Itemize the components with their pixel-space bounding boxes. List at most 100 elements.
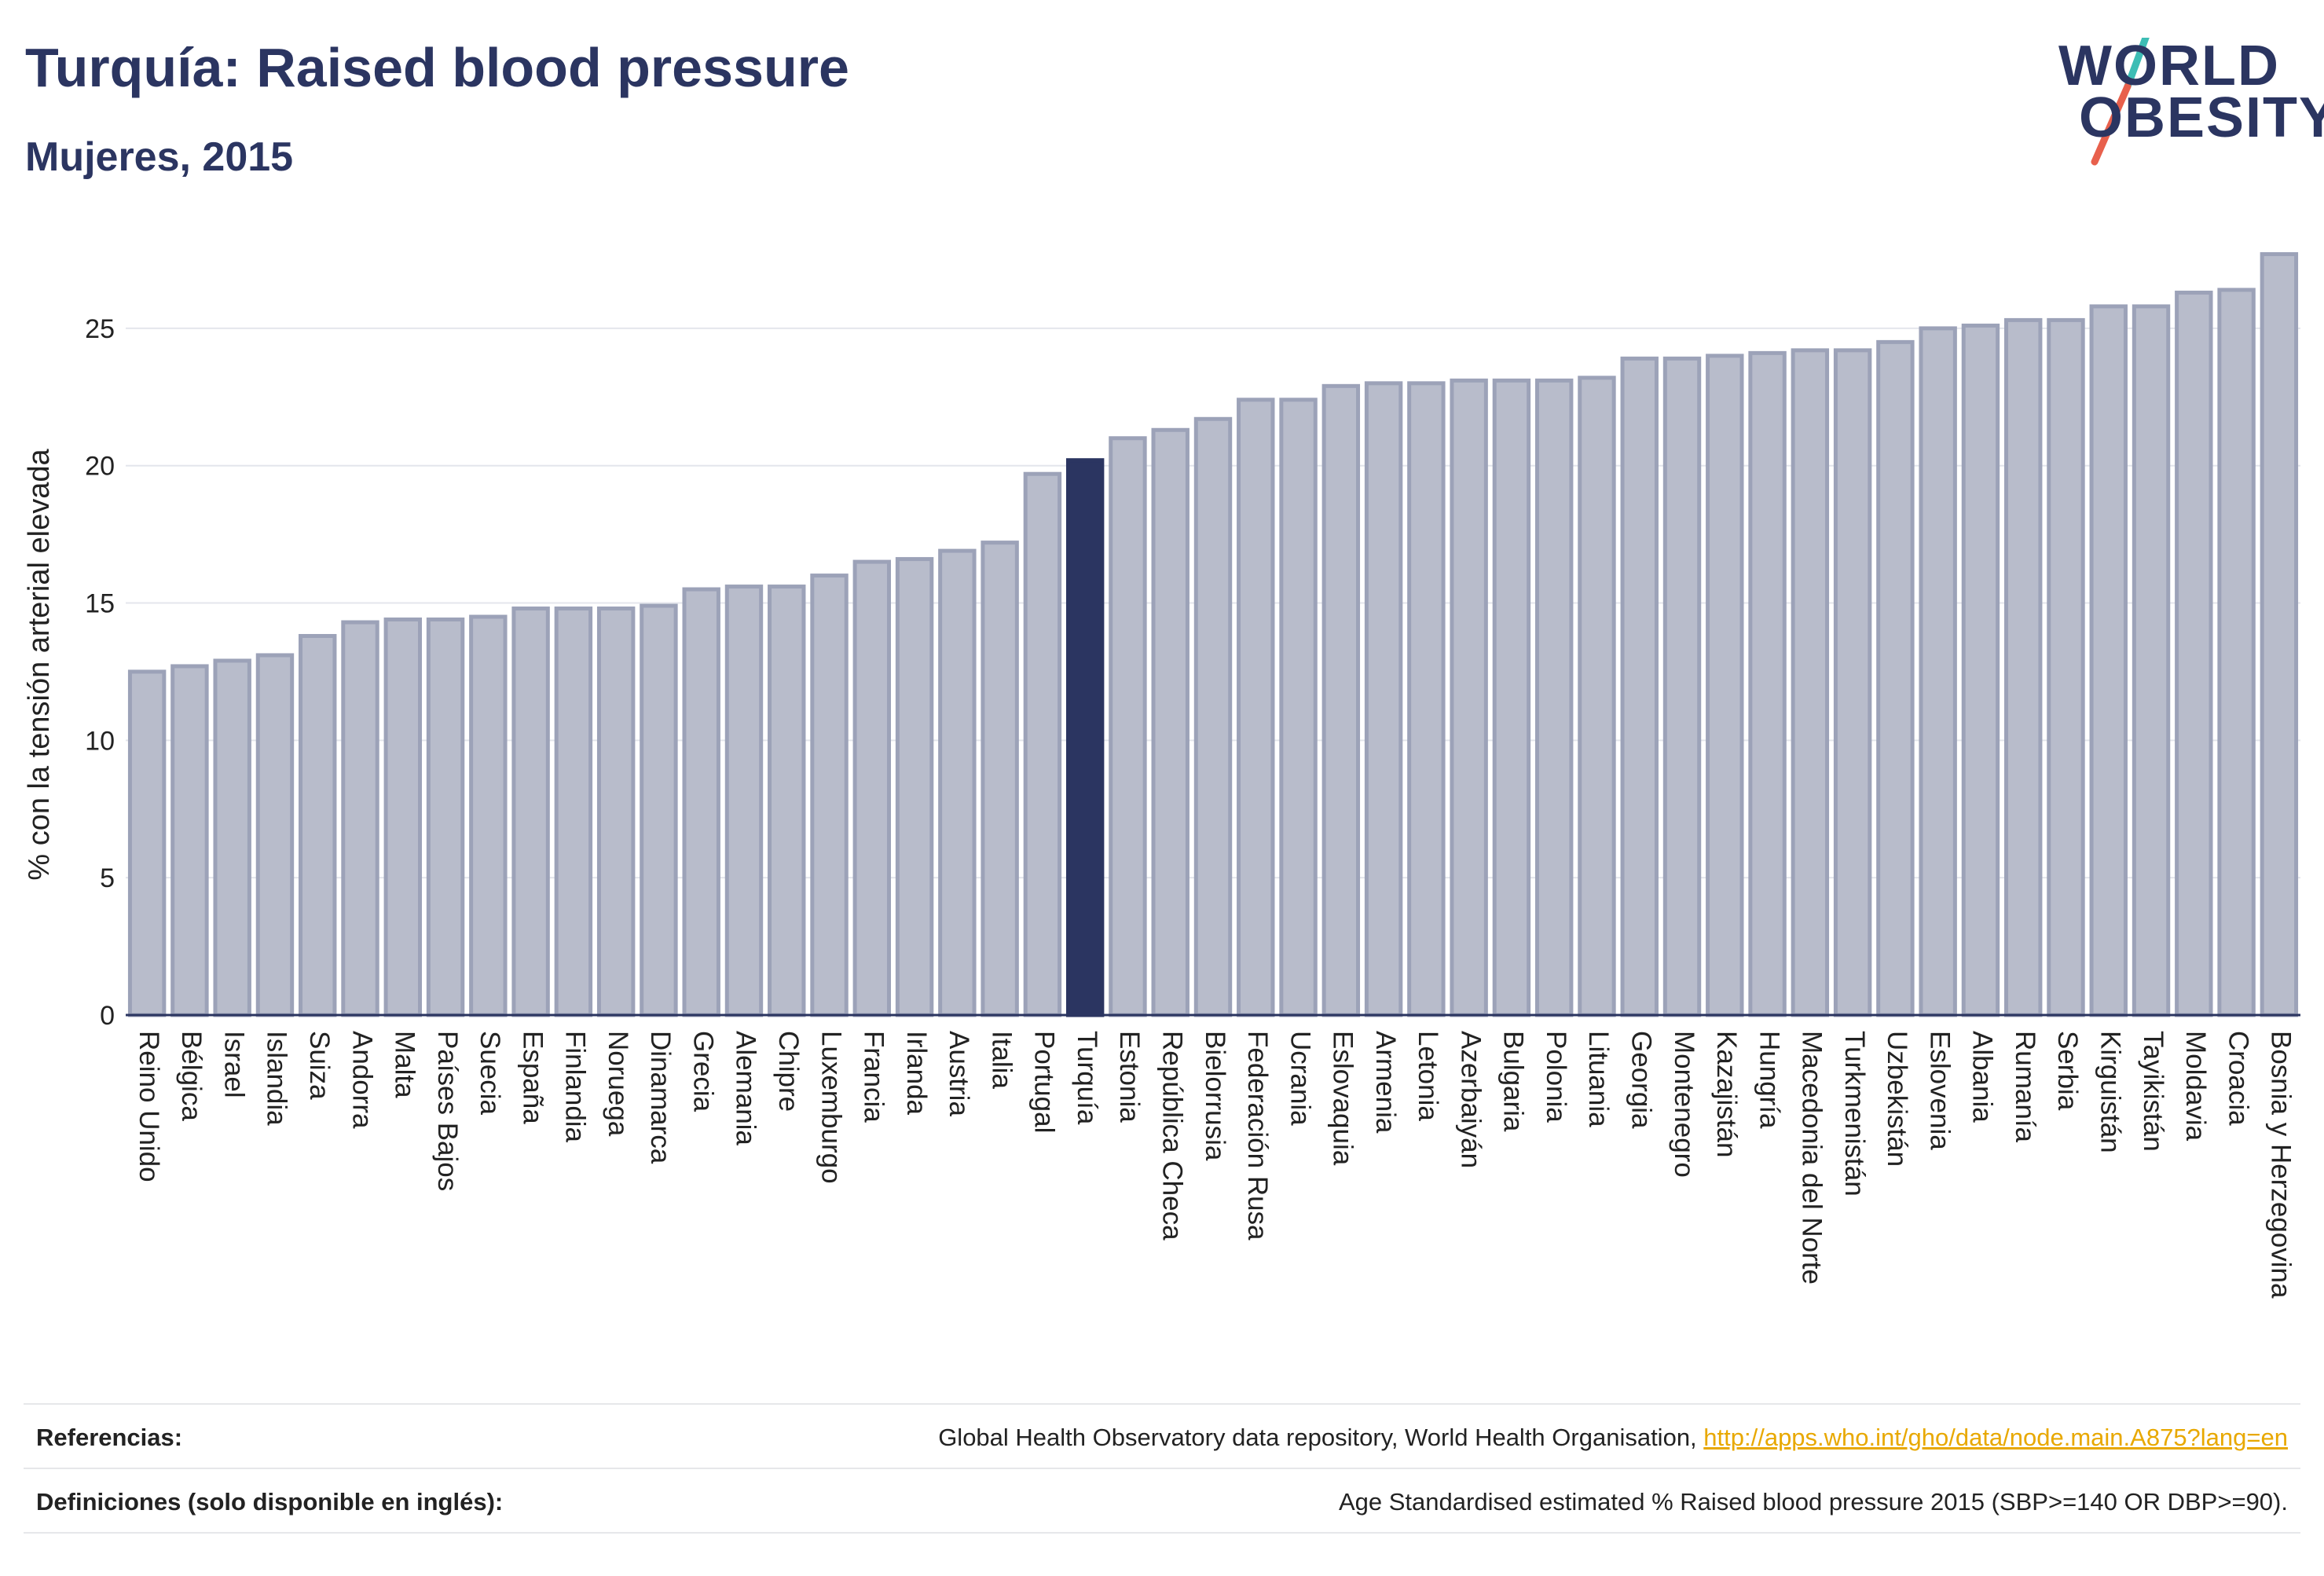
- references-row: Referencias: Global Health Observatory d…: [24, 1403, 2300, 1469]
- bar: [1492, 378, 1531, 1017]
- x-tick-label: Federación Rusa: [1242, 1031, 1273, 1241]
- x-tick-label: Portugal: [1029, 1031, 1060, 1133]
- x-tick-label: Moldavia: [2180, 1031, 2211, 1142]
- bar: [2132, 304, 2171, 1017]
- x-tick-label: Letonia: [1413, 1031, 1443, 1121]
- x-tick-label: Chipre: [773, 1031, 804, 1112]
- bar: [768, 585, 806, 1017]
- references-text: Global Health Observatory data repositor…: [938, 1424, 1704, 1451]
- bar: [2004, 317, 2043, 1017]
- x-tick-label: Uzbekistán: [1882, 1031, 1912, 1167]
- x-tick-label: Suecia: [475, 1031, 505, 1116]
- y-tick-label: 25: [85, 314, 115, 344]
- bar: [852, 559, 892, 1017]
- bar: [341, 620, 379, 1017]
- bar: [724, 585, 764, 1017]
- x-tick-label: Reino Unido: [134, 1031, 164, 1182]
- bar: [1578, 376, 1616, 1017]
- x-tick-label: Lituania: [1583, 1031, 1614, 1127]
- bar: [426, 618, 465, 1017]
- bar: [511, 607, 550, 1017]
- x-tick-label: Finlandia: [560, 1031, 591, 1143]
- x-tick-label: España: [517, 1031, 548, 1124]
- bar: [1151, 427, 1189, 1017]
- x-tick-label: Irlanda: [901, 1031, 932, 1116]
- bar: [2217, 288, 2256, 1017]
- bar: [1748, 350, 1787, 1017]
- references-link[interactable]: http://apps.who.int/gho/data/node.main.A…: [1703, 1424, 2288, 1451]
- y-tick-label: 20: [85, 452, 115, 482]
- bar: [1407, 381, 1446, 1017]
- chart-subtitle: Mujeres, 2015: [25, 134, 294, 180]
- y-tick-label: 5: [100, 863, 115, 893]
- x-tick-label: Kirguistán: [2095, 1031, 2126, 1153]
- definitions-value: Age Standardised estimated % Raised bloo…: [1338, 1488, 2288, 1516]
- x-tick-label: Kazajistán: [1711, 1031, 1742, 1157]
- x-tick-label: Ucrania: [1285, 1031, 1315, 1126]
- x-tick-label: Montenegro: [1669, 1031, 1699, 1178]
- x-tick-label: República Checa: [1157, 1031, 1187, 1241]
- x-tick-label: Francia: [859, 1031, 889, 1123]
- bar: [682, 587, 720, 1017]
- bar: [1662, 356, 1702, 1017]
- logo-word-world: WORLD: [2058, 35, 2280, 97]
- x-tick-label: Malta: [390, 1031, 420, 1098]
- bar: [299, 633, 337, 1017]
- bars: [127, 251, 2299, 1017]
- x-tick-label: Suiza: [304, 1031, 335, 1100]
- bar: [1961, 323, 2000, 1017]
- x-tick-label: Turkmenistán: [1839, 1031, 1870, 1197]
- bar: [1706, 354, 1744, 1017]
- x-tick-label: Islandia: [262, 1031, 292, 1126]
- bar: [640, 603, 678, 1017]
- x-tick-label: Azerbaiyán: [1455, 1031, 1486, 1168]
- bar: [554, 607, 593, 1017]
- bar: [1620, 356, 1659, 1017]
- bar: [2089, 304, 2128, 1017]
- references-value: Global Health Observatory data repositor…: [938, 1424, 2288, 1452]
- definitions-row: Definiciones (solo disponible en inglés)…: [24, 1468, 2300, 1534]
- x-tick-label: Bosnia y Herzegovina: [2266, 1031, 2297, 1299]
- x-tick-label: Bulgaria: [1498, 1031, 1529, 1132]
- y-axis-ticks: 0 5 10 15 20 25: [85, 314, 115, 1031]
- x-tick-label: Croacia: [2223, 1031, 2253, 1126]
- x-tick-label: Rumanía: [2010, 1031, 2040, 1143]
- x-tick-label: Dinamarca: [645, 1031, 676, 1164]
- x-tick-label: Andorra: [346, 1031, 377, 1129]
- x-tick-label: Macedonia del Norte: [1797, 1031, 1827, 1285]
- bar: [1919, 326, 1957, 1017]
- bar: [127, 669, 167, 1017]
- bar: [255, 653, 295, 1017]
- bar: [895, 557, 934, 1017]
- references-label: Referencias:: [36, 1424, 183, 1451]
- bar-highlight: [1065, 458, 1105, 1017]
- x-tick-label: Eslovaquia: [1328, 1031, 1358, 1166]
- x-tick-label: Albania: [1967, 1031, 1998, 1123]
- x-tick-label: Turquía: [1072, 1031, 1102, 1125]
- x-tick-label: Bélgica: [176, 1031, 207, 1121]
- x-tick-label: Luxemburgo: [816, 1031, 846, 1184]
- x-axis-labels: Reino Unido Bélgica Israel Islandia Suiza And…: [134, 1031, 2297, 1299]
- y-tick-label: 15: [85, 589, 115, 619]
- bar: [2260, 251, 2299, 1017]
- bar: [1279, 398, 1318, 1017]
- x-tick-label: Hungría: [1754, 1031, 1784, 1129]
- bar: [1534, 378, 1574, 1017]
- x-tick-label: Alemania: [731, 1031, 761, 1145]
- bar: [1791, 348, 1830, 1017]
- bar: [383, 618, 422, 1017]
- bar: [596, 607, 636, 1017]
- bar: [1833, 348, 1872, 1017]
- x-tick-label: Bielorrusia: [1200, 1031, 1230, 1161]
- bar: [1237, 398, 1275, 1017]
- bar: [170, 664, 209, 1017]
- world-obesity-logo: WORLD OBESITY: [2051, 35, 2324, 171]
- bar: [981, 541, 1019, 1017]
- bar-chart: 0 5 10 15 20 25 Reino Unido Bélgica Israel Islan…: [23, 251, 2300, 1299]
- bar: [469, 614, 508, 1017]
- x-tick-label: Serbia: [2052, 1031, 2083, 1111]
- definitions-label: Definiciones (solo disponible en inglés)…: [36, 1488, 504, 1516]
- bar: [1364, 381, 1403, 1017]
- x-tick-label: Estonia: [1114, 1031, 1145, 1123]
- bar: [1023, 471, 1062, 1017]
